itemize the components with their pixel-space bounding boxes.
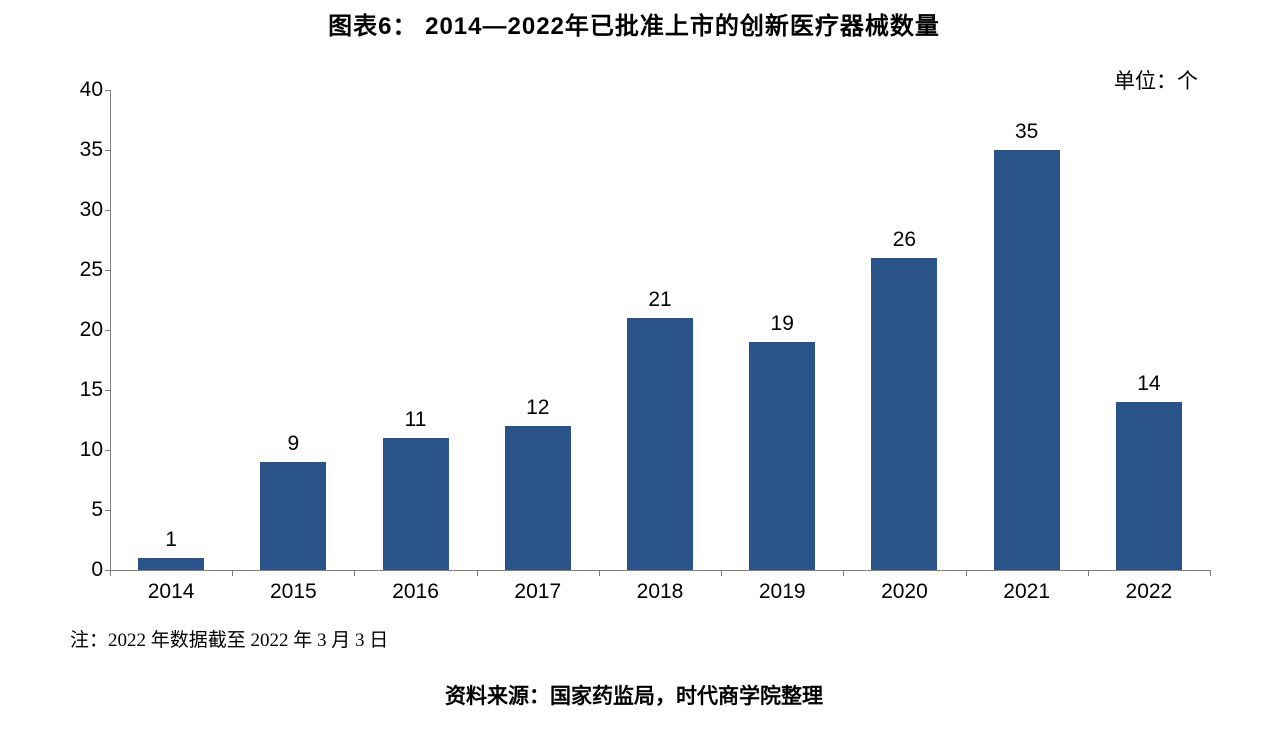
bar-value-label: 21 — [648, 288, 671, 312]
x-tick-label: 2020 — [881, 580, 928, 604]
x-tick — [477, 570, 478, 576]
source-label: 资料来源：国家药监局，时代商学院整理 — [0, 680, 1268, 710]
y-tick — [105, 150, 110, 151]
footnote: 注：2022 年数据截至 2022 年 3 月 3 日 — [70, 625, 388, 652]
x-tick — [110, 570, 111, 576]
y-tick-label: 0 — [63, 558, 103, 582]
bar-value-label: 1 — [165, 528, 177, 552]
bar-value-label: 11 — [405, 408, 427, 432]
y-tick — [105, 210, 110, 211]
y-tick-label: 5 — [63, 498, 103, 522]
y-tick-label: 35 — [63, 138, 103, 162]
bar — [627, 318, 693, 570]
x-tick-label: 2015 — [270, 580, 317, 604]
x-tick-label: 2016 — [392, 580, 439, 604]
y-tick-label: 30 — [63, 198, 103, 222]
bar — [749, 342, 815, 570]
y-tick-label: 40 — [63, 78, 103, 102]
bar-value-label: 12 — [526, 396, 549, 420]
bar-value-label: 35 — [1015, 120, 1038, 144]
bar — [260, 462, 326, 570]
x-tick — [599, 570, 600, 576]
bar — [994, 150, 1060, 570]
bar-value-label: 19 — [771, 312, 794, 336]
x-tick-label: 2018 — [637, 580, 684, 604]
x-tick-label: 2017 — [514, 580, 561, 604]
y-tick — [105, 510, 110, 511]
bar — [138, 558, 204, 570]
y-tick — [105, 390, 110, 391]
bar — [383, 438, 449, 570]
bar — [1116, 402, 1182, 570]
x-tick — [843, 570, 844, 576]
x-tick — [721, 570, 722, 576]
y-tick-label: 15 — [63, 378, 103, 402]
y-tick — [105, 90, 110, 91]
x-tick — [354, 570, 355, 576]
x-tick-label: 2014 — [148, 580, 195, 604]
bar-value-label: 9 — [287, 432, 299, 456]
y-tick-label: 25 — [63, 258, 103, 282]
y-tick — [105, 450, 110, 451]
x-tick-label: 2022 — [1126, 580, 1173, 604]
bar — [871, 258, 937, 570]
x-tick-label: 2019 — [759, 580, 806, 604]
plot-region: 1911122119263514 — [110, 90, 1210, 570]
y-tick-label: 10 — [63, 438, 103, 462]
x-tick — [966, 570, 967, 576]
y-tick — [105, 330, 110, 331]
x-axis — [110, 570, 1210, 571]
y-tick-label: 20 — [63, 318, 103, 342]
bar-value-label: 14 — [1137, 372, 1160, 396]
x-tick — [1210, 570, 1211, 576]
x-tick — [232, 570, 233, 576]
x-tick-label: 2021 — [1003, 580, 1050, 604]
chart-area: 1911122119263514 05101520253035402014201… — [75, 70, 1215, 600]
bar-value-label: 26 — [893, 228, 916, 252]
x-tick — [1088, 570, 1089, 576]
y-tick — [105, 270, 110, 271]
bar — [505, 426, 571, 570]
chart-title: 图表6： 2014—2022年已批准上市的创新医疗器械数量 — [0, 0, 1268, 41]
